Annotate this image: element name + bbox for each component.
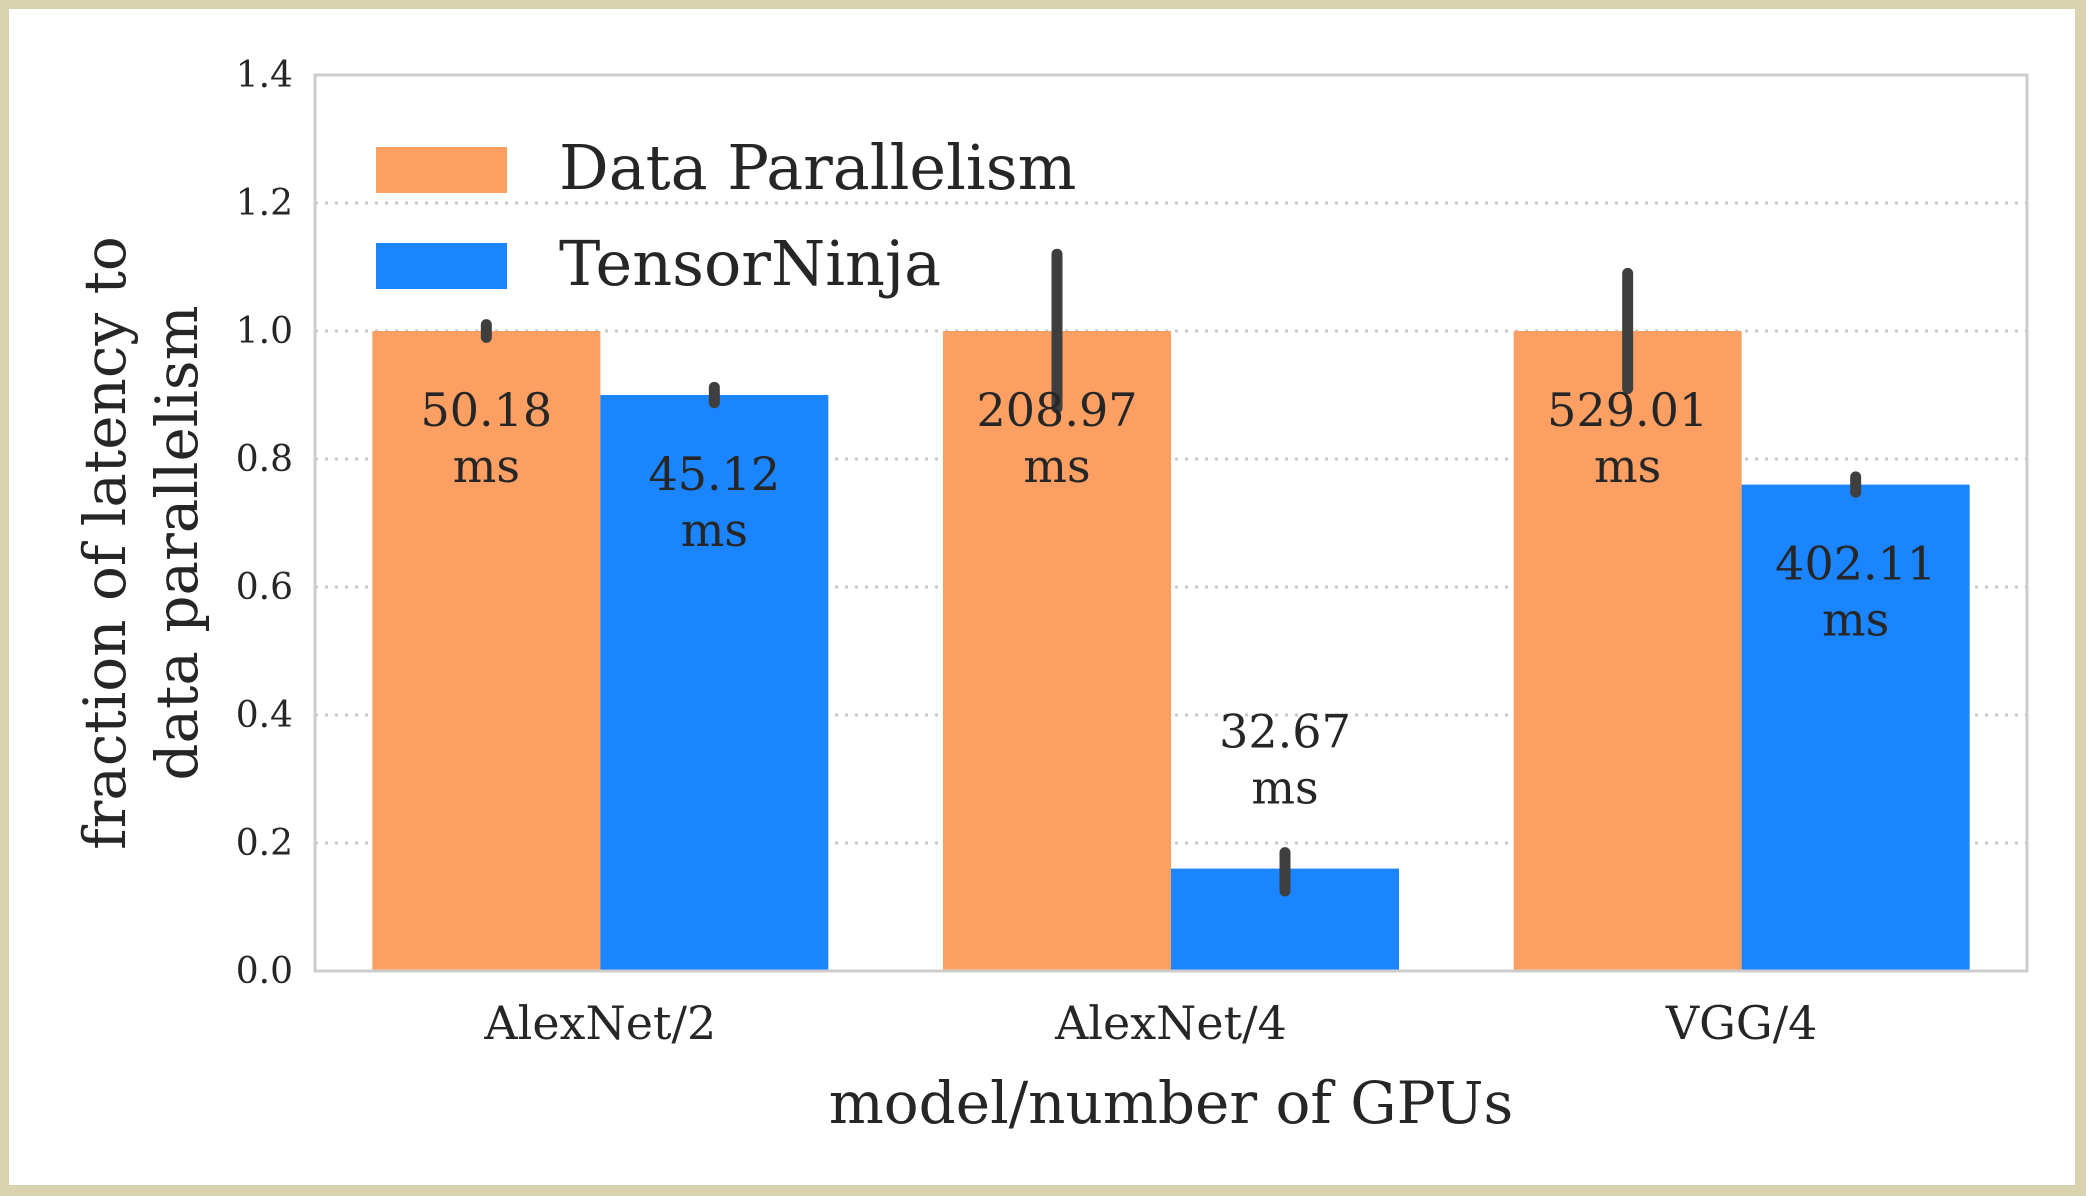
data-label: 45.12 [648, 447, 780, 501]
x-tick-labels: AlexNet/2 AlexNet/4 VGG/4 [483, 996, 1817, 1050]
y-tick-label: 1.4 [236, 55, 293, 96]
bar [943, 331, 1171, 971]
y-tick-label: 0.2 [236, 823, 293, 864]
data-label: 402.11 [1775, 537, 1936, 591]
data-label: ms [1023, 439, 1090, 493]
y-tick-label: 1.2 [236, 183, 293, 224]
y-axis-label-line: fraction of latency to [71, 236, 139, 850]
data-label: ms [1594, 439, 1661, 493]
data-label: ms [1822, 593, 1889, 647]
y-tick-label: 0.4 [236, 695, 293, 736]
legend-label: TensorNinja [559, 227, 941, 300]
data-label: 50.18 [420, 383, 552, 437]
data-label: ms [1251, 761, 1318, 815]
y-tick-label: 0.6 [236, 567, 293, 608]
x-tick-label: VGG/4 [1665, 996, 1817, 1050]
data-label: 32.67 [1219, 705, 1351, 759]
y-tick-label: 1.0 [236, 311, 293, 352]
y-tick-labels: 0.0 0.2 0.4 0.6 0.8 1.0 1.2 1.4 [236, 55, 293, 992]
data-label: ms [453, 439, 520, 493]
plot-frame [313, 73, 2029, 973]
bar [600, 395, 829, 971]
bar [1741, 484, 1970, 971]
y-axis-label-line: data parallelism [143, 305, 211, 780]
bar [1513, 331, 1742, 971]
bars [372, 331, 1970, 971]
y-tick-label: 0.8 [236, 439, 293, 480]
legend-swatch [376, 147, 507, 193]
data-label: ms [681, 503, 748, 557]
legend-label: Data Parallelism [559, 131, 1076, 204]
y-tick-label: 0.0 [236, 951, 293, 992]
figure-frame: 50.18 ms 45.12 ms 208.97 ms 32.67 ms 529.01 ms 402… [9, 9, 2075, 1185]
x-tick-label: AlexNet/2 [483, 996, 716, 1050]
bar [372, 331, 601, 971]
x-tick-label: AlexNet/4 [1054, 996, 1287, 1050]
y-axis-label: fraction of latency to data parallelism [71, 236, 211, 850]
data-label: 529.01 [1547, 383, 1708, 437]
legend: Data Parallelism TensorNinja [376, 131, 1076, 300]
error-bars [480, 248, 1862, 897]
legend-swatch [376, 243, 507, 289]
data-label: 208.97 [977, 383, 1138, 437]
x-axis-label: model/number of GPUs [829, 1069, 1514, 1137]
